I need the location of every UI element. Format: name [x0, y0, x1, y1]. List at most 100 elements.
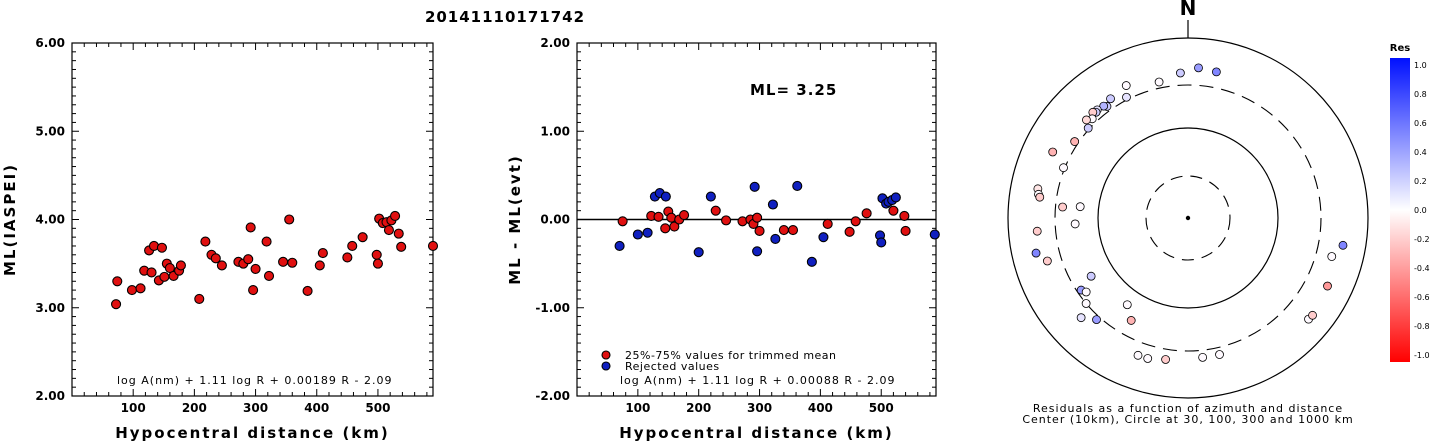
station-point [1215, 350, 1224, 359]
colorbar-tick-label: 0.0 [1414, 206, 1427, 215]
data-point [243, 254, 254, 265]
colorbar-tick-label: 1.0 [1414, 61, 1427, 70]
data-point [806, 256, 817, 267]
data-point [888, 205, 899, 216]
x-tick-label: 200 [182, 401, 207, 415]
station-point [1059, 163, 1068, 173]
colorbar-title: Res [1390, 43, 1410, 54]
caption-line1: Residuals as a function of azimuth and d… [1033, 402, 1343, 415]
station-point [1121, 81, 1131, 90]
station-point [1122, 300, 1132, 310]
station-point [1161, 355, 1170, 364]
legend-label: Rejected values [625, 360, 720, 373]
y-tick-label: 1.00 [540, 124, 570, 138]
data-point [111, 299, 122, 310]
data-point [159, 271, 170, 282]
north-label: N [1180, 0, 1197, 20]
x-tick-label: 100 [625, 401, 650, 415]
x-tick-label: 300 [747, 401, 772, 415]
station-point [1211, 67, 1221, 77]
station-point [1133, 350, 1143, 360]
data-point [767, 199, 778, 210]
station-point [1035, 192, 1045, 202]
x-axis-label: Hypocentral distance (km) [619, 424, 894, 441]
colorbar-tick-label: 0.8 [1414, 90, 1427, 99]
x-tick-label: 500 [869, 401, 894, 415]
data-point [770, 233, 781, 244]
data-point [660, 191, 671, 202]
y-tick-label: -2.00 [535, 389, 570, 403]
data-point [210, 253, 221, 264]
data-point [261, 236, 272, 247]
colorbar-tick-label: -0.6 [1414, 293, 1430, 302]
x-tick-label: 200 [686, 401, 711, 415]
station-point [1070, 137, 1080, 146]
data-point [347, 240, 358, 252]
x-tick-label: 500 [365, 401, 390, 415]
data-point [705, 191, 716, 202]
colorbar-swatch [1390, 58, 1410, 362]
data-point [632, 229, 643, 240]
data-point [818, 232, 829, 243]
station-point [1338, 240, 1348, 250]
data-point [248, 285, 259, 296]
y-tick-label: 5.00 [35, 124, 65, 138]
station-point [1031, 248, 1041, 258]
station-point [1048, 147, 1058, 157]
station-point [1076, 313, 1086, 323]
colorbar-tick-label: -0.2 [1414, 235, 1430, 244]
data-point [721, 215, 732, 226]
data-point [245, 222, 256, 233]
station-point [1308, 310, 1317, 320]
colorbar-tick-label: -1.0 [1414, 351, 1430, 360]
data-point [317, 247, 328, 259]
ring-300km [1054, 84, 1322, 352]
station-point [1176, 68, 1185, 78]
data-point [284, 214, 295, 225]
data-point [126, 285, 138, 296]
data-point [175, 260, 186, 271]
residual-colorbar: Res 1.0 0.8 0.6 0.4 0.2 0.0 -0.2 -0.4 -0.6 -0.8 -1.… [1390, 43, 1430, 362]
station-point [1042, 256, 1052, 266]
x-axis-label: Hypocentral distance (km) [115, 424, 390, 441]
station-point [1194, 63, 1203, 73]
y-tick-label: -1.00 [535, 301, 570, 315]
y-tick-label: 0.00 [540, 213, 570, 227]
data-point [427, 240, 439, 252]
station-point [1075, 202, 1085, 212]
colorbar-tick-label: 0.2 [1414, 177, 1427, 186]
data-point [390, 210, 401, 222]
x-tick-label: 400 [808, 401, 833, 415]
data-point [754, 225, 765, 237]
ml-residual-chart: 100 200 300 400 500 -2.00 -1.00 0.00 1.00 2.00 Hyp… [506, 36, 940, 441]
caption-line2: Center (10km), Circle at 30, 100, 300 an… [1022, 413, 1353, 426]
colorbar-tick-label: 0.6 [1414, 119, 1427, 128]
data-point [617, 216, 628, 227]
station-point [1070, 219, 1080, 229]
station-point [1143, 354, 1153, 363]
data-point [693, 247, 704, 258]
ring-100km [1097, 127, 1279, 309]
data-point [371, 249, 382, 260]
data-point [660, 223, 671, 234]
ml-distance-chart: 100 200 300 400 500 2.00 3.00 4.00 5.00 6.00 Hypoc… [1, 36, 439, 441]
data-point [287, 257, 298, 268]
data-point [850, 216, 861, 227]
x-tick-label: 100 [121, 401, 146, 415]
data-point [822, 218, 833, 229]
y-tick-label: 3.00 [35, 301, 65, 315]
azimuth-residual-map: N Residuals as a function of azimuth and … [1007, 0, 1369, 426]
data-point [302, 285, 313, 297]
data-point [263, 270, 275, 282]
station-point [1327, 252, 1337, 261]
colorbar-tick-label: -0.4 [1414, 264, 1430, 273]
equation-label: log A(nm) + 1.11 log R + 0.00189 R - 2.0… [117, 374, 392, 387]
data-point [396, 241, 407, 252]
station-point [1092, 315, 1101, 325]
legend-label: 25%-75% values for trimmed mean [625, 349, 837, 362]
data-point [194, 293, 205, 304]
data-point [900, 225, 911, 237]
data-point [876, 237, 887, 248]
station-point [1154, 77, 1164, 87]
data-point [749, 181, 760, 192]
